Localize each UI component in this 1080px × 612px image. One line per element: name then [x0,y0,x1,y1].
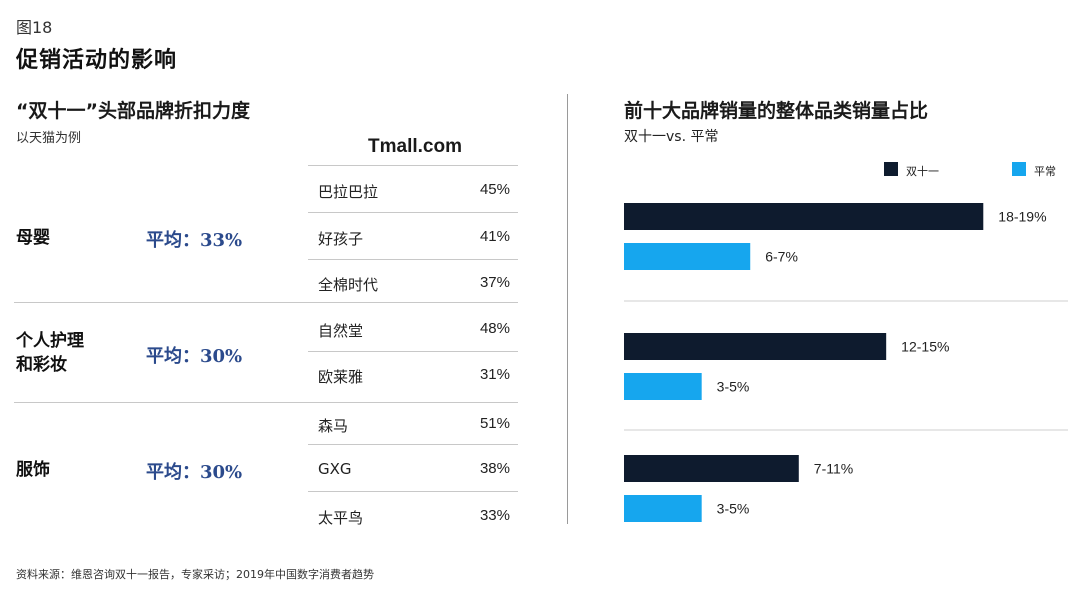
bar-value-label: 7-11% [814,461,853,477]
table-divider [308,351,518,352]
legend-swatch-normal [1012,162,1026,176]
bar-normal [624,495,702,522]
table-divider [308,491,518,492]
brand-name: 自然堂 [318,322,364,340]
brand-name: 森马 [318,417,349,435]
category-label: 母婴 [16,228,50,248]
bar-value-label: 3-5% [717,379,750,395]
brand-name: 好孩子 [318,230,364,248]
brand-name: 全棉时代 [318,276,379,294]
group-divider [14,302,518,303]
category-label-line: 个人护理 [16,331,84,351]
category-label: 服饰 [16,460,50,480]
bar-value-label: 3-5% [717,501,750,517]
category-label: 个人护理 和彩妆 [16,329,84,377]
right-panel-title: 前十大品牌销量的整体品类销量占比 [624,100,929,122]
brand-name: 欧莱雅 [318,368,364,386]
legend-label-normal: 平常 [1034,165,1056,178]
category-average: 平均：30% [146,462,243,483]
table-divider [308,165,518,166]
right-panel-subtitle: 双十一vs. 平常 [624,129,719,145]
bar-normal [624,243,751,270]
left-panel-subtitle: 以天猫为例 [16,131,82,146]
table-divider [308,259,518,260]
brand-discount: 51% [479,415,510,432]
bar-normal [624,373,702,400]
panel-divider [567,94,568,524]
brand-discount: 37% [479,274,510,291]
category-average: 平均：30% [146,346,243,367]
brand-discount: 33% [479,507,510,524]
brand-discount: 45% [479,181,510,198]
page-title: 促销活动的影响 [16,48,178,73]
table-divider [308,444,518,445]
brand-discount: 41% [479,228,510,245]
legend-label-double-eleven: 双十一 [906,165,939,178]
figure-label: 图18 [16,18,53,37]
brand-name: 太平鸟 [318,509,364,527]
bar-double-eleven [624,455,799,482]
brand-discount: 48% [479,320,510,337]
left-panel-title: “双十一”头部品牌折扣力度 [16,100,250,122]
brand-name: GXG [318,460,352,478]
source-footnote: 资料来源：维恩咨询双十一报告，专家采访；2019年中国数字消费者趋势 [16,568,374,581]
brand-discount: 38% [479,460,510,477]
bar-double-eleven [624,333,887,360]
legend-swatch-double-eleven [884,162,898,176]
store-label: Tmall.com [368,136,462,157]
bar-value-label: 18-19% [998,209,1046,225]
bar-double-eleven [624,203,984,230]
table-divider [308,212,518,213]
category-label-line: 和彩妆 [16,355,67,375]
brand-name: 巴拉巴拉 [318,183,379,201]
bar-value-label: 6-7% [765,249,798,265]
category-average: 平均：33% [146,230,243,251]
bar-value-label: 12-15% [901,339,949,355]
group-divider [14,402,518,403]
brand-discount: 31% [479,366,510,383]
